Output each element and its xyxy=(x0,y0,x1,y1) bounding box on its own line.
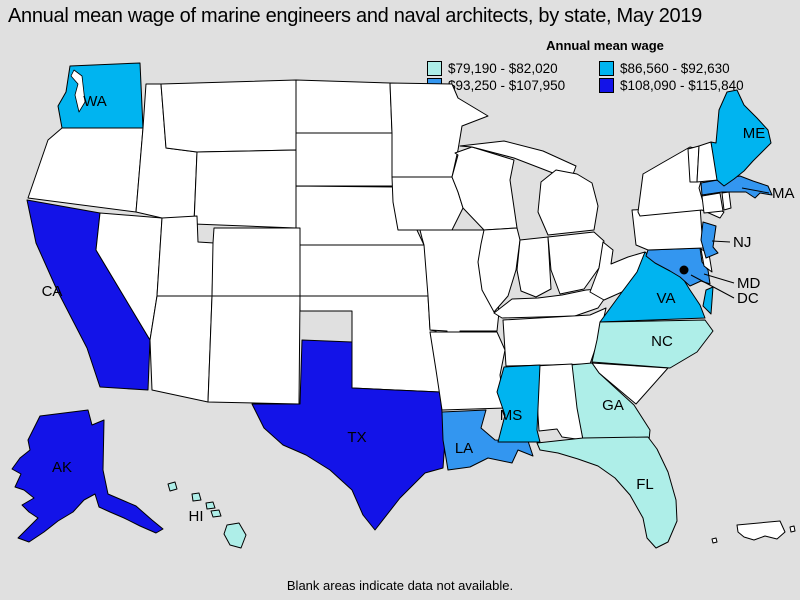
state-fl xyxy=(536,436,678,549)
leader-line-nj xyxy=(711,240,731,243)
state-hi-big-island xyxy=(223,522,247,549)
state-hi-maui xyxy=(210,509,222,518)
state-or xyxy=(27,127,144,213)
territory-pr-islet-west xyxy=(711,537,718,544)
state-nj xyxy=(700,221,719,259)
state-ak xyxy=(11,409,164,543)
legend-label-1: $79,190 - $82,020 xyxy=(448,61,558,76)
puget-sound-inlet xyxy=(70,69,86,113)
state-ut xyxy=(156,215,215,297)
label-fl: FL xyxy=(636,476,654,493)
footnote: Blank areas indicate data not available. xyxy=(286,578,514,593)
label-dc: DC xyxy=(737,290,759,307)
legend-item-2: $86,560 - $92,630 xyxy=(599,61,730,76)
leader-line-dc xyxy=(690,274,735,299)
page-title: Annual mean wage of marine engineers and… xyxy=(8,5,702,27)
territory-pr xyxy=(736,520,786,541)
state-sd xyxy=(295,132,397,187)
state-hi-molokai xyxy=(205,501,216,510)
state-in xyxy=(516,236,552,298)
territory-pr-islet-east xyxy=(789,525,796,533)
legend-label-3: $93,250 - $107,950 xyxy=(448,78,566,93)
legend-item-4: $108,090 - $115,840 xyxy=(599,78,744,93)
state-hi-oahu xyxy=(191,492,202,502)
label-nc: NC xyxy=(651,333,673,350)
state-nd xyxy=(295,79,393,134)
state-nc xyxy=(591,319,714,369)
state-ks xyxy=(299,244,431,297)
legend-label-4: $108,090 - $115,840 xyxy=(620,78,744,93)
state-mi-lower-peninsula xyxy=(537,169,599,236)
label-ca: CA xyxy=(42,283,63,300)
legend-title: Annual mean wage xyxy=(546,38,664,53)
state-mn xyxy=(389,82,489,178)
label-hi: HI xyxy=(189,508,204,525)
state-va-eastern-shore xyxy=(702,286,714,315)
state-ar xyxy=(429,331,506,411)
state-ms xyxy=(496,364,541,443)
state-nm xyxy=(207,295,301,405)
label-tx: TX xyxy=(347,429,366,446)
state-il xyxy=(477,227,521,313)
state-hi-kauai xyxy=(167,481,178,492)
state-wy xyxy=(193,149,297,229)
label-ms: MS xyxy=(500,407,523,424)
state-me xyxy=(710,89,772,187)
state-ia xyxy=(391,176,464,231)
label-va: VA xyxy=(657,290,676,307)
leader-line-ma xyxy=(741,187,770,194)
state-la xyxy=(441,409,534,471)
legend-swatch-1 xyxy=(427,61,442,76)
label-ga: GA xyxy=(602,397,624,414)
state-wi xyxy=(451,146,518,231)
state-az xyxy=(149,295,213,403)
label-nj: NJ xyxy=(733,234,751,251)
label-ma: MA xyxy=(772,185,795,202)
label-md: MD xyxy=(737,275,760,292)
state-mt xyxy=(160,79,297,153)
label-me: ME xyxy=(743,125,766,142)
legend-item-1: $79,190 - $82,020 xyxy=(427,61,558,76)
label-la: LA xyxy=(455,440,473,457)
state-ct xyxy=(701,192,724,214)
dc-marker-dot xyxy=(679,265,689,275)
legend-swatch-4 xyxy=(599,78,614,93)
label-ak: AK xyxy=(52,459,72,476)
legend-swatch-2 xyxy=(599,61,614,76)
label-wa: WA xyxy=(83,93,107,110)
state-ri xyxy=(721,191,732,211)
state-co xyxy=(211,227,301,297)
state-oh xyxy=(547,231,605,295)
legend-label-2: $86,560 - $92,630 xyxy=(620,61,730,76)
leader-line-md xyxy=(703,273,735,284)
